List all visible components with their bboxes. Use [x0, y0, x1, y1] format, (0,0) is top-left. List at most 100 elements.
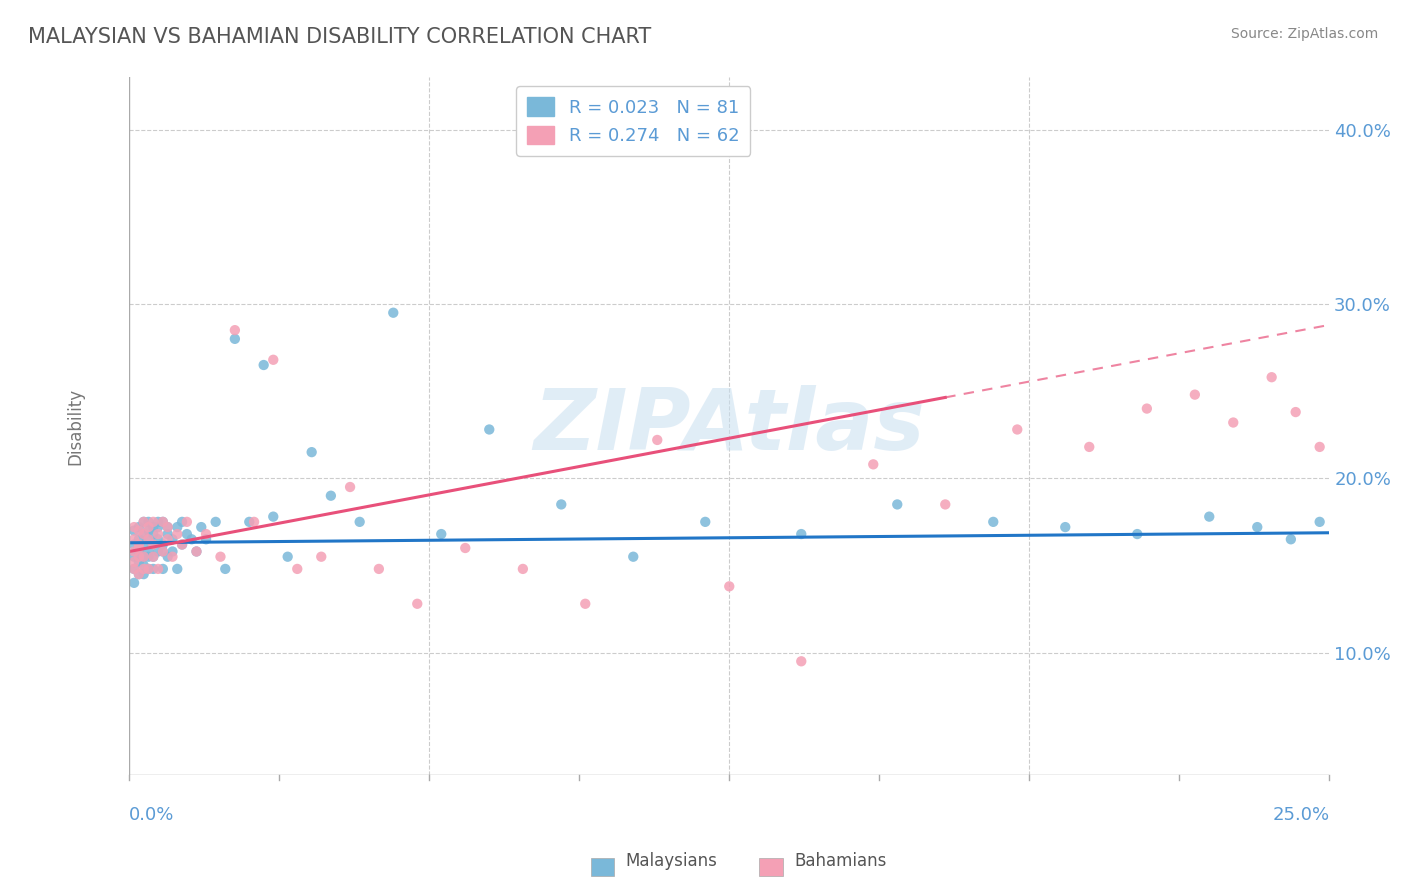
Point	[146, 527, 169, 541]
Point	[166, 562, 188, 576]
Point	[1078, 440, 1101, 454]
Point	[138, 520, 160, 534]
Point	[146, 520, 169, 534]
Point	[195, 527, 218, 541]
Point	[1309, 515, 1331, 529]
Point	[512, 562, 534, 576]
Text: ZIPAtlas: ZIPAtlas	[533, 384, 925, 467]
Point	[142, 527, 165, 541]
Point	[367, 562, 389, 576]
Point	[1327, 527, 1350, 541]
Point	[695, 515, 717, 529]
Point	[142, 537, 165, 551]
Point	[349, 515, 371, 529]
Point	[142, 549, 165, 564]
Point	[170, 537, 193, 551]
Point	[1341, 367, 1364, 381]
Point	[180, 533, 202, 547]
Point	[170, 537, 193, 551]
Point	[138, 515, 160, 529]
Point	[1184, 387, 1206, 401]
Point	[301, 445, 323, 459]
Point	[138, 533, 160, 547]
Point	[132, 549, 155, 564]
Point	[454, 541, 477, 555]
Point	[132, 515, 155, 529]
Point	[204, 515, 226, 529]
Point	[1375, 416, 1398, 430]
Point	[152, 544, 174, 558]
Point	[132, 562, 155, 576]
Point	[478, 422, 501, 436]
Point	[1054, 520, 1077, 534]
Point	[122, 533, 145, 547]
Point	[122, 544, 145, 558]
Point	[382, 306, 405, 320]
Point	[142, 549, 165, 564]
Point	[132, 527, 155, 541]
Point	[186, 544, 208, 558]
Point	[1405, 509, 1406, 524]
Point	[128, 544, 150, 558]
Point	[128, 549, 150, 564]
Point	[128, 555, 150, 569]
Point	[128, 567, 150, 582]
Point	[285, 562, 308, 576]
Point	[122, 524, 145, 538]
Point	[152, 515, 174, 529]
Point	[1198, 509, 1220, 524]
Point	[238, 515, 260, 529]
Point	[122, 562, 145, 576]
Point	[186, 544, 208, 558]
Point	[1391, 405, 1406, 419]
Point	[142, 520, 165, 534]
Point	[166, 527, 188, 541]
Point	[1260, 370, 1282, 384]
Point	[156, 527, 179, 541]
Point	[1126, 527, 1149, 541]
Point	[156, 549, 179, 564]
Point	[142, 562, 165, 576]
Point	[146, 562, 169, 576]
Point	[406, 597, 429, 611]
Point	[128, 524, 150, 538]
Point	[142, 515, 165, 529]
Point	[122, 575, 145, 590]
Point	[277, 549, 299, 564]
Point	[253, 358, 276, 372]
Point	[214, 562, 236, 576]
Point	[128, 541, 150, 555]
Point	[138, 562, 160, 576]
Point	[128, 520, 150, 534]
Point	[1357, 520, 1379, 534]
Text: 25.0%: 25.0%	[1272, 806, 1329, 824]
Point	[128, 567, 150, 582]
Point	[132, 549, 155, 564]
Legend: R = 0.023   N = 81, R = 0.274   N = 62: R = 0.023 N = 81, R = 0.274 N = 62	[516, 87, 751, 156]
Point	[224, 332, 246, 346]
Point	[146, 544, 169, 558]
Point	[128, 541, 150, 555]
Text: Malaysians: Malaysians	[626, 852, 717, 870]
Point	[934, 498, 956, 512]
Text: MALAYSIAN VS BAHAMIAN DISABILITY CORRELATION CHART: MALAYSIAN VS BAHAMIAN DISABILITY CORRELA…	[28, 27, 651, 46]
Point	[790, 527, 813, 541]
Point	[1357, 706, 1379, 721]
Point	[152, 544, 174, 558]
Point	[162, 533, 184, 547]
Point	[156, 520, 179, 534]
Point	[138, 549, 160, 564]
Point	[262, 352, 284, 367]
Text: Source: ZipAtlas.com: Source: ZipAtlas.com	[1230, 27, 1378, 41]
Point	[339, 480, 361, 494]
Point	[132, 537, 155, 551]
Point	[138, 533, 160, 547]
Point	[176, 515, 198, 529]
Point	[156, 520, 179, 534]
Point	[886, 498, 908, 512]
Text: Disability: Disability	[66, 387, 84, 465]
Point	[1285, 405, 1308, 419]
Point	[138, 562, 160, 576]
Point	[122, 562, 145, 576]
Point	[311, 549, 333, 564]
